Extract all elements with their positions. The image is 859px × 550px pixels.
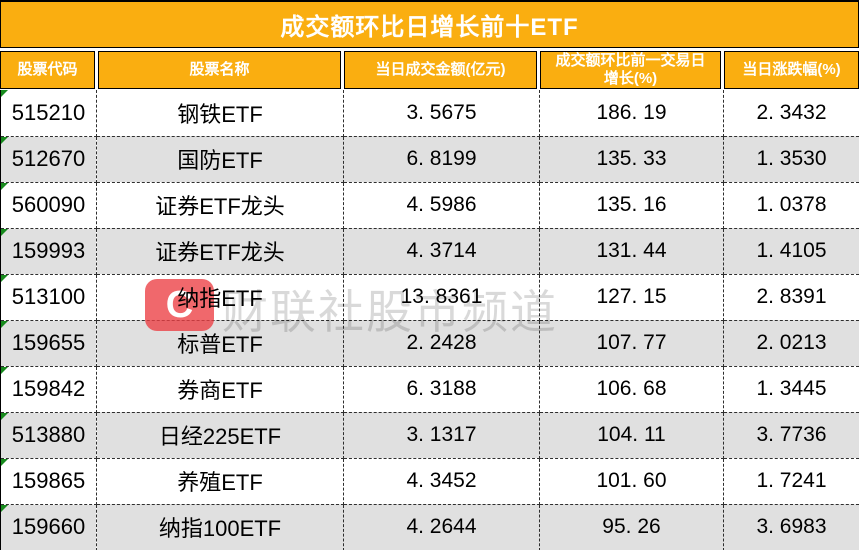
cell-stock-code: 159660 bbox=[0, 503, 97, 550]
cell-stock-code: 560090 bbox=[0, 181, 97, 229]
column-header-change: 当日涨跌幅(%) bbox=[724, 51, 859, 89]
error-indicator-icon bbox=[1, 228, 8, 236]
cell-growth-pct: 186. 19 bbox=[539, 90, 724, 137]
cell-growth-pct: 127. 15 bbox=[539, 273, 724, 321]
error-indicator-icon bbox=[1, 274, 8, 282]
cell-turnover-amount: 3. 5675 bbox=[343, 90, 540, 137]
error-indicator-icon bbox=[1, 458, 8, 466]
cell-stock-code: 513880 bbox=[0, 411, 97, 459]
error-indicator-icon bbox=[1, 504, 8, 512]
error-indicator-icon bbox=[1, 136, 8, 144]
table-row: 513880 日经225ETF 3. 1317 104. 11 3. 7736 bbox=[0, 411, 859, 459]
column-header-growth: 成交额环比前一交易日 增长(%) bbox=[540, 51, 721, 89]
cell-turnover-amount: 4. 3452 bbox=[343, 457, 540, 505]
page-title: 成交额环比日增长前十ETF bbox=[280, 14, 579, 41]
cell-stock-code: 159865 bbox=[0, 457, 97, 505]
cell-stock-code: 515210 bbox=[0, 90, 97, 137]
cell-turnover-amount: 2. 2428 bbox=[343, 319, 540, 367]
table-row: 515210 钢铁ETF 3. 5675 186. 19 2. 3432 bbox=[0, 90, 859, 137]
error-indicator-icon bbox=[1, 182, 8, 190]
column-header-code: 股票代码 bbox=[0, 51, 95, 89]
cailianshe-logo-icon: C bbox=[145, 279, 214, 331]
cell-growth-pct: 106. 68 bbox=[539, 365, 724, 413]
cell-stock-name: 钢铁ETF bbox=[96, 90, 344, 137]
column-header-amount: 当日成交金额(亿元) bbox=[344, 51, 537, 89]
table-row: 560090 证券ETF龙头 4. 5986 135. 16 1. 0378 bbox=[0, 181, 859, 229]
cell-stock-code: 159655 bbox=[0, 319, 97, 367]
cell-turnover-amount: 6. 3188 bbox=[343, 365, 540, 413]
table-row: 159660 纳指100ETF 4. 2644 95. 26 3. 6983 bbox=[0, 503, 859, 550]
cell-stock-code: 512670 bbox=[0, 135, 97, 183]
cell-growth-pct: 135. 33 bbox=[539, 135, 724, 183]
cell-turnover-amount: 13. 8361 bbox=[343, 273, 540, 321]
cell-change-pct: 1. 3445 bbox=[723, 365, 859, 413]
cell-change-pct: 1. 0378 bbox=[723, 181, 859, 229]
cell-turnover-amount: 6. 8199 bbox=[343, 135, 540, 183]
table-title-bar: 成交额环比日增长前十ETF bbox=[0, 0, 859, 48]
cell-stock-code: 513100 bbox=[0, 273, 97, 321]
cell-stock-name: 证券ETF龙头 bbox=[96, 227, 344, 275]
cell-change-pct: 2. 0213 bbox=[723, 319, 859, 367]
table-row: 512670 国防ETF 6. 8199 135. 33 1. 3530 bbox=[0, 135, 859, 183]
cell-turnover-amount: 4. 5986 bbox=[343, 181, 540, 229]
cell-stock-name: 国防ETF bbox=[96, 135, 344, 183]
cell-stock-code: 159842 bbox=[0, 365, 97, 413]
cell-stock-name: 养殖ETF bbox=[96, 457, 344, 505]
cell-growth-pct: 104. 11 bbox=[539, 411, 724, 459]
cell-stock-code: 159993 bbox=[0, 227, 97, 275]
cell-turnover-amount: 4. 3714 bbox=[343, 227, 540, 275]
cell-growth-pct: 95. 26 bbox=[539, 503, 724, 550]
cell-growth-pct: 131. 44 bbox=[539, 227, 724, 275]
cell-stock-name: 日经225ETF bbox=[96, 411, 344, 459]
cell-change-pct: 3. 7736 bbox=[723, 411, 859, 459]
error-indicator-icon bbox=[1, 366, 8, 374]
cell-growth-pct: 101. 60 bbox=[539, 457, 724, 505]
cell-change-pct: 2. 3432 bbox=[723, 90, 859, 137]
cell-change-pct: 1. 7241 bbox=[723, 457, 859, 505]
error-indicator-icon bbox=[1, 90, 8, 97]
cell-turnover-amount: 4. 2644 bbox=[343, 503, 540, 550]
cell-stock-name: 证券ETF龙头 bbox=[96, 181, 344, 229]
cell-change-pct: 1. 4105 bbox=[723, 227, 859, 275]
error-indicator-icon bbox=[1, 412, 8, 420]
cell-change-pct: 2. 8391 bbox=[723, 273, 859, 321]
cell-change-pct: 3. 6983 bbox=[723, 503, 859, 550]
table-row: 159842 券商ETF 6. 3188 106. 68 1. 3445 bbox=[0, 365, 859, 413]
cell-change-pct: 1. 3530 bbox=[723, 135, 859, 183]
etf-data-table: 515210 钢铁ETF 3. 5675 186. 19 2. 3432 512… bbox=[0, 90, 859, 550]
table-row: 159993 证券ETF龙头 4. 3714 131. 44 1. 4105 bbox=[0, 227, 859, 275]
cell-turnover-amount: 3. 1317 bbox=[343, 411, 540, 459]
watermark-text: 财联社股市频道 bbox=[222, 286, 558, 338]
cell-stock-name: 券商ETF bbox=[96, 365, 344, 413]
cell-growth-pct: 135. 16 bbox=[539, 181, 724, 229]
error-indicator-icon bbox=[1, 320, 8, 328]
table-row: 159865 养殖ETF 4. 3452 101. 60 1. 7241 bbox=[0, 457, 859, 505]
column-header-name: 股票名称 bbox=[98, 51, 341, 89]
cell-stock-name: 纳指100ETF bbox=[96, 503, 344, 550]
cell-growth-pct: 107. 77 bbox=[539, 319, 724, 367]
